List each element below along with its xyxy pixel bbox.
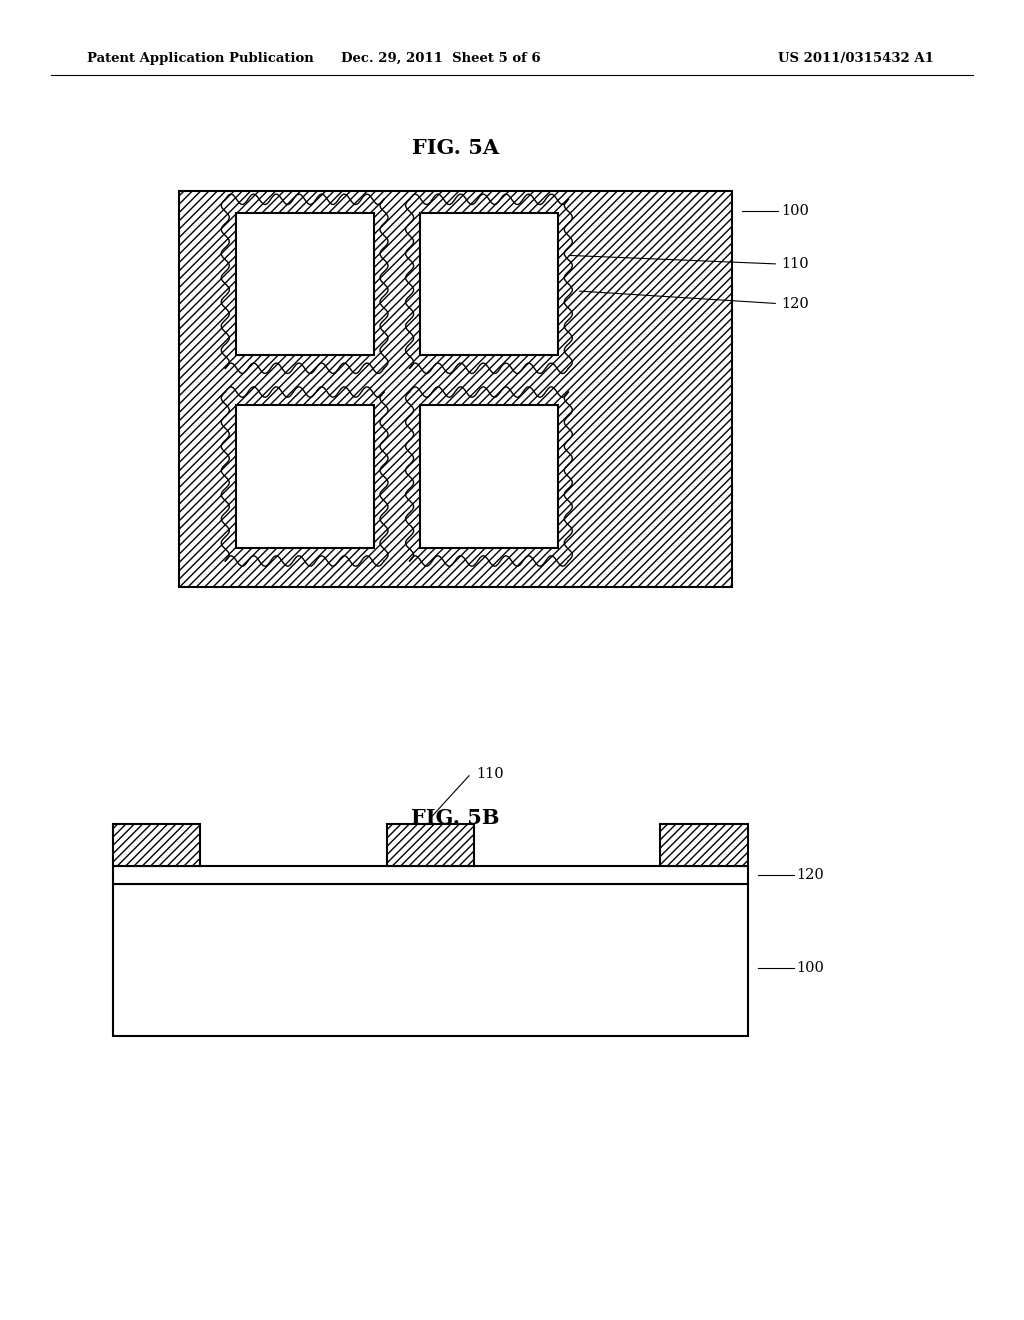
Bar (113, 866, 748, 884)
Bar (387, 824, 473, 866)
Bar (236, 213, 374, 355)
Text: Dec. 29, 2011  Sheet 5 of 6: Dec. 29, 2011 Sheet 5 of 6 (341, 51, 540, 65)
Text: 110: 110 (781, 257, 809, 271)
Text: FIG. 5A: FIG. 5A (412, 137, 500, 158)
Text: US 2011/0315432 A1: US 2011/0315432 A1 (778, 51, 934, 65)
Bar (113, 824, 200, 866)
Bar (113, 884, 748, 1036)
Bar (420, 405, 558, 548)
Bar (179, 191, 732, 587)
Text: Patent Application Publication: Patent Application Publication (87, 51, 313, 65)
Bar (420, 213, 558, 355)
Text: 110: 110 (476, 767, 504, 780)
Bar (660, 824, 748, 866)
Text: 120: 120 (781, 297, 809, 310)
Text: 100: 100 (781, 205, 809, 218)
Text: 120: 120 (797, 869, 824, 882)
Bar (236, 405, 374, 548)
Text: FIG. 5B: FIG. 5B (412, 808, 500, 829)
Text: 100: 100 (797, 961, 824, 975)
